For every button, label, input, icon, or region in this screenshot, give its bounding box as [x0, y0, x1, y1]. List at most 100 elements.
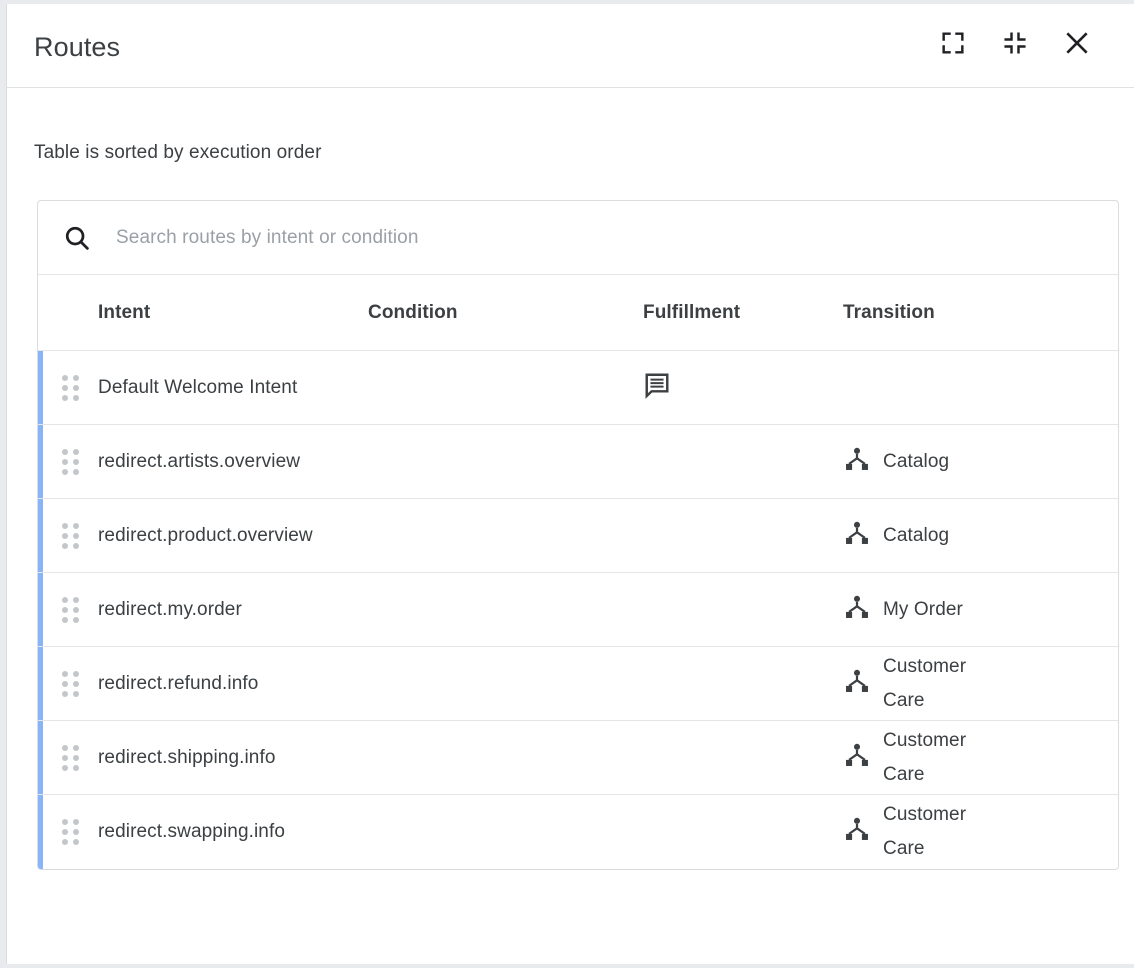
cell-condition: [368, 572, 643, 647]
drag-handle-icon[interactable]: [62, 448, 80, 475]
column-header-condition[interactable]: Condition: [368, 275, 643, 351]
collapse-fullscreen-button[interactable]: [998, 26, 1032, 60]
expand-icon: [942, 32, 964, 54]
column-header-intent[interactable]: Intent: [98, 275, 368, 351]
cell-intent: redirect.artists.overview: [98, 424, 368, 499]
cell-fulfillment: [643, 572, 843, 647]
column-header-fulfillment[interactable]: Fulfillment: [643, 275, 843, 351]
cell-transition: Customer Care: [843, 795, 1023, 869]
collapse-icon: [1004, 32, 1026, 54]
cell-pad: [1023, 720, 1118, 795]
column-header-transition[interactable]: Transition: [843, 275, 1023, 351]
row-drag-cell: [38, 795, 98, 869]
row-drag-cell: [38, 720, 98, 795]
row-accent-bar: [38, 351, 43, 424]
flow-icon: [846, 669, 868, 692]
column-header-spacer: [38, 275, 98, 351]
search-input[interactable]: [116, 222, 1118, 253]
transition-label: Customer Care: [883, 729, 967, 785]
cell-condition: [368, 646, 643, 721]
close-icon: [1066, 32, 1088, 54]
flow-icon: [846, 595, 868, 618]
table-row[interactable]: redirect.product.overview Catalog: [38, 498, 1118, 573]
cell-intent: redirect.product.overview: [98, 498, 368, 573]
cell-condition: [368, 498, 643, 573]
routes-table-head: Intent Condition Fulfillment Transition: [38, 275, 1118, 351]
cell-intent: redirect.my.order: [98, 572, 368, 647]
flow-icon-wrap: [843, 815, 871, 849]
cell-intent: redirect.refund.info: [98, 646, 368, 721]
cell-pad: [1023, 795, 1118, 869]
row-accent-bar: [38, 499, 43, 572]
transition-label: My Order: [883, 598, 963, 620]
transition-label: Customer Care: [883, 803, 967, 859]
row-drag-cell: [38, 424, 98, 499]
intent-label: Default Welcome Intent: [98, 376, 298, 398]
row-accent-bar: [38, 573, 43, 646]
drag-handle-icon[interactable]: [62, 670, 80, 697]
drag-handle-icon[interactable]: [62, 522, 80, 549]
table-row[interactable]: redirect.swapping.info Customer Care: [38, 795, 1118, 869]
table-row[interactable]: redirect.shipping.info Customer Care: [38, 720, 1118, 795]
table-row[interactable]: Default Welcome Intent: [38, 350, 1118, 425]
expand-fullscreen-button[interactable]: [936, 26, 970, 60]
cell-intent: redirect.swapping.info: [98, 795, 368, 869]
transition-label: Customer Care: [883, 655, 967, 711]
routes-table-body: Default Welcome Intent redirect.artists.o…: [38, 350, 1118, 869]
cell-condition: [368, 350, 643, 425]
drag-handle-icon[interactable]: [62, 818, 80, 845]
drag-handle-icon[interactable]: [62, 374, 80, 401]
flow-icon: [846, 743, 868, 766]
flow-icon: [846, 521, 868, 544]
cell-fulfillment: [643, 424, 843, 499]
intent-label: redirect.swapping.info: [98, 820, 286, 842]
cell-pad: [1023, 424, 1118, 499]
intent-label: redirect.artists.overview: [98, 450, 301, 472]
cell-condition: [368, 795, 643, 869]
cell-transition: Catalog: [843, 498, 1023, 573]
routes-table: Intent Condition Fulfillment Transition …: [38, 275, 1118, 869]
flow-icon-wrap: [843, 445, 871, 479]
cell-condition: [368, 424, 643, 499]
cell-transition: Customer Care: [843, 720, 1023, 795]
row-drag-cell: [38, 572, 98, 647]
cell-transition: Customer Care: [843, 646, 1023, 721]
cell-transition: My Order: [843, 572, 1023, 647]
row-accent-bar: [38, 721, 43, 794]
table-header-row: Intent Condition Fulfillment Transition: [38, 275, 1118, 351]
cell-fulfillment: [643, 646, 843, 721]
drag-handle-icon[interactable]: [62, 744, 80, 771]
page-title: Routes: [34, 32, 121, 62]
column-header-pad: [1023, 275, 1118, 351]
cell-fulfillment: [643, 720, 843, 795]
message-icon: [645, 373, 669, 399]
row-accent-bar: [38, 425, 43, 498]
cell-transition: Catalog: [843, 424, 1023, 499]
table-row[interactable]: redirect.refund.info Customer Care: [38, 646, 1118, 721]
cell-fulfillment: [643, 498, 843, 573]
cell-intent: Default Welcome Intent: [98, 350, 368, 425]
panel-titlebar: Routes: [7, 4, 1134, 88]
row-drag-cell: [38, 350, 98, 425]
intent-label: redirect.my.order: [98, 598, 242, 620]
search-icon: [38, 223, 116, 253]
cell-intent: redirect.shipping.info: [98, 720, 368, 795]
drag-handle-icon[interactable]: [62, 596, 80, 623]
titlebar-actions: [936, 26, 1094, 60]
cell-condition: [368, 720, 643, 795]
table-row[interactable]: redirect.artists.overview Catalog: [38, 424, 1118, 499]
intent-label: redirect.product.overview: [98, 524, 313, 546]
cell-transition: [843, 350, 1023, 425]
row-drag-cell: [38, 646, 98, 721]
cell-fulfillment: [643, 350, 843, 425]
table-row[interactable]: redirect.my.order My Order: [38, 572, 1118, 647]
close-button[interactable]: [1060, 26, 1094, 60]
sort-note: Table is sorted by execution order: [34, 142, 322, 163]
cell-fulfillment: [643, 795, 843, 869]
flow-icon-wrap: [843, 667, 871, 701]
intent-label: redirect.shipping.info: [98, 746, 276, 768]
row-drag-cell: [38, 498, 98, 573]
flow-icon-wrap: [843, 593, 871, 627]
transition-label: Catalog: [883, 450, 950, 472]
cell-pad: [1023, 498, 1118, 573]
